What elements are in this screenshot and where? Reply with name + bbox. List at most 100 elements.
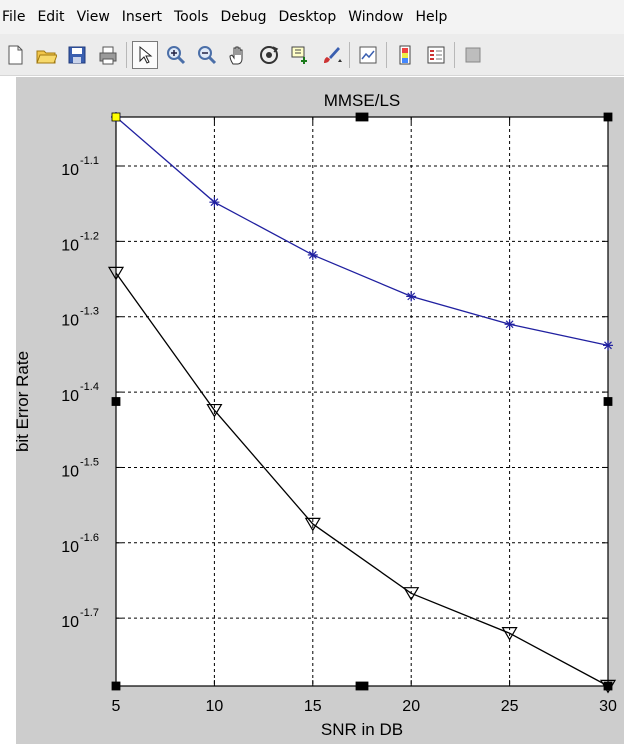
y-tick-exponent: -1.7 — [80, 607, 99, 619]
print-icon — [99, 46, 117, 64]
y-tick-label: 10-1.6 — [61, 532, 99, 556]
series-1 — [111, 112, 613, 351]
selection-handle — [355, 681, 369, 691]
rotate-3d-button[interactable] — [256, 41, 282, 69]
y-tick-label: 10-1.7 — [61, 607, 99, 631]
new-file-icon — [8, 45, 23, 64]
selection-handle — [355, 112, 369, 122]
selection-handle — [603, 112, 613, 122]
menu-insert[interactable]: Insert — [121, 9, 162, 25]
y-tick-label: 10-1.1 — [61, 155, 99, 179]
menu-desktop[interactable]: Desktop — [278, 9, 337, 25]
y-tick-exponent: -1.5 — [80, 456, 99, 468]
legend-button[interactable] — [423, 41, 449, 69]
data-point — [403, 587, 420, 601]
y-tick-label: 10-1.5 — [61, 456, 99, 480]
y-tick-exponent: -1.3 — [80, 306, 99, 318]
y-tick-label: 10-1.3 — [61, 306, 99, 330]
zoom-in-icon — [167, 45, 186, 64]
x-tick-label: 20 — [402, 698, 420, 715]
x-tick-label: 10 — [206, 698, 224, 715]
open-folder-icon — [36, 50, 57, 63]
y-tick-base: 10 — [61, 237, 79, 254]
rotate-3d-icon — [260, 45, 279, 64]
plot-svg: 5 10 15 20 25 3010-1.110-1.210-1.310-1.410-1.… — [16, 91, 617, 739]
x-tick-label: 25 — [501, 698, 519, 715]
new-file-button[interactable] — [2, 41, 28, 69]
y-axis-label: bit Error Rate — [16, 351, 32, 452]
colorbar-button[interactable] — [392, 41, 418, 69]
save-icon — [68, 46, 86, 63]
series-line — [115, 272, 609, 687]
x-tick-label: 5 — [112, 698, 121, 715]
x-tick-label: 15 — [304, 698, 322, 715]
zoom-out-icon — [198, 45, 217, 64]
x-tick-label: 30 — [599, 698, 617, 715]
y-tick-exponent: -1.6 — [80, 532, 99, 544]
save-button[interactable] — [64, 41, 90, 69]
y-tick-base: 10 — [61, 388, 79, 405]
y-tick-base: 10 — [61, 539, 79, 556]
selection-handle — [603, 681, 613, 691]
axes-background — [116, 117, 608, 686]
data-cursor-icon — [291, 46, 307, 64]
zoom-in-button[interactable] — [163, 41, 189, 69]
data-point — [209, 197, 220, 208]
series-line — [115, 116, 609, 346]
menu-bar: File Edit View Insert Tools Debug Desktop Windo… — [0, 0, 624, 34]
selection-handle — [111, 681, 121, 691]
toolbar-separator — [126, 41, 127, 68]
menu-debug[interactable]: Debug — [220, 9, 267, 25]
select-arrow-icon — [139, 45, 153, 64]
x-axis-label: SNR in DB — [321, 720, 403, 739]
selection-handle — [111, 397, 121, 406]
menu-view[interactable]: View — [76, 9, 110, 25]
figure-canvas: 5 10 15 20 25 30 10 -1.1 10 -1.2 10 -1.3 10 -1.4 10 -1.… — [16, 77, 624, 744]
menu-edit[interactable]: Edit — [37, 9, 65, 25]
data-point — [406, 291, 417, 302]
open-folder-button[interactable] — [33, 41, 59, 69]
print-button[interactable] — [95, 41, 121, 69]
toolbar-separator — [349, 41, 350, 68]
data-point — [107, 266, 125, 281]
toolbar-separator — [454, 41, 455, 68]
data-point — [501, 627, 518, 641]
legend-icon — [427, 46, 445, 63]
zoom-out-button[interactable] — [194, 41, 220, 69]
menu-tools[interactable]: Tools — [173, 9, 209, 25]
y-tick-label: 10-1.2 — [61, 230, 99, 254]
link-plot-button[interactable] — [355, 41, 381, 69]
colorbar-icon — [399, 45, 411, 64]
hide-plot-tools-button[interactable] — [460, 41, 486, 69]
series-2 — [107, 266, 617, 694]
link-plot-icon — [359, 46, 377, 63]
data-point — [206, 403, 223, 418]
figure-toolbar — [0, 34, 624, 76]
selection-handle — [111, 112, 121, 122]
menu-window[interactable]: Window — [348, 9, 404, 25]
brush-button[interactable] — [318, 41, 344, 69]
y-tick-base: 10 — [61, 162, 79, 179]
select-arrow-button[interactable] — [132, 40, 158, 69]
data-point — [304, 517, 321, 532]
data-point — [307, 249, 318, 260]
data-cursor-button[interactable] — [287, 41, 313, 69]
pan-hand-icon — [229, 46, 243, 64]
y-tick-exponent: -1.4 — [80, 381, 99, 393]
hide-plot-tools-icon — [465, 47, 481, 62]
y-tick-label: 10-1.4 — [61, 381, 99, 405]
selection-handle — [603, 397, 613, 406]
chart-title: MMSE/LS — [324, 91, 401, 110]
data-point — [603, 340, 613, 351]
menu-help[interactable]: Help — [415, 9, 448, 25]
toolbar-separator — [386, 41, 387, 68]
y-tick-base: 10 — [61, 463, 79, 480]
brush-icon — [324, 46, 342, 63]
y-tick-base: 10 — [61, 614, 79, 631]
y-tick-base: 10 — [61, 313, 79, 330]
menu-file[interactable]: File — [2, 9, 26, 25]
y-tick-exponent: -1.2 — [80, 230, 99, 242]
data-point — [504, 319, 515, 330]
y-tick-exponent: -1.1 — [80, 155, 99, 167]
pan-hand-button[interactable] — [225, 41, 251, 69]
